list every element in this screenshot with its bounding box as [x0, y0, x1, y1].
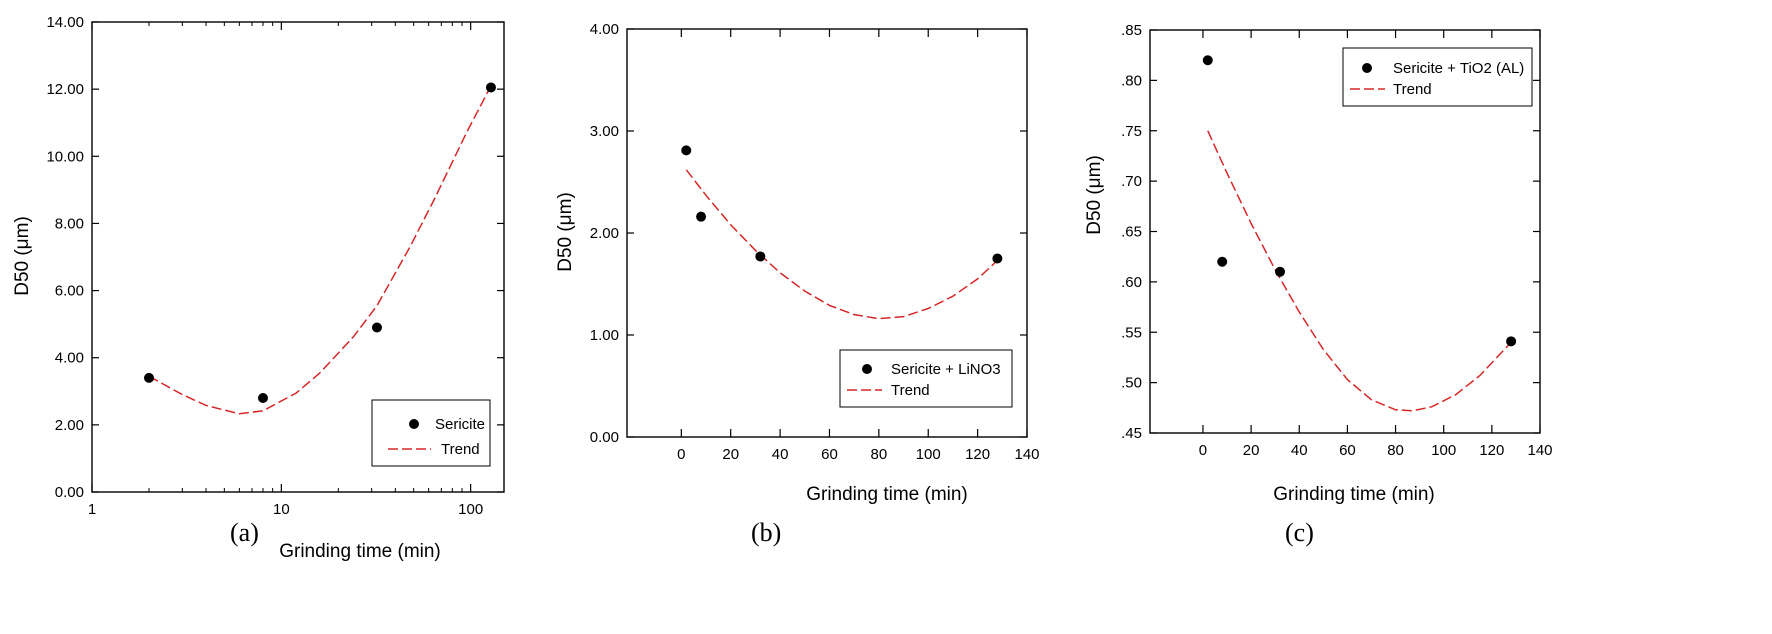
legend-label-text: Sericite + LiNO3	[891, 361, 1001, 378]
panel-label-a: (a)	[230, 518, 259, 547]
legend: Sericite Trend	[371, 399, 491, 467]
y-tick-label: 10.00	[46, 148, 84, 165]
x-tick-label: 100	[1431, 442, 1456, 459]
y-tick-label: .80	[1121, 72, 1142, 89]
data-point	[696, 211, 707, 222]
legend-label-text: Sericite + TiO2 (AL)	[1393, 60, 1524, 77]
x-tick-label: 60	[1339, 442, 1356, 459]
data-point	[1202, 55, 1213, 66]
x-tick-label: 100	[458, 501, 483, 518]
legend-label-sericite-linO3: Sericite + LiNO3	[891, 361, 1001, 378]
y-tick-label: 8.00	[55, 215, 84, 232]
y-tick-label: 2.00	[55, 417, 84, 434]
trend-line	[148, 85, 492, 415]
x-axis-label: Grinding time (min)	[279, 541, 441, 562]
data-point	[1275, 266, 1285, 277]
y-tick-label: 4.00	[55, 350, 84, 367]
x-tick-label: 20	[722, 446, 739, 463]
y-tick-label: 12.00	[46, 81, 84, 98]
x-ticks: 0 20 40 60 80 100 120 140	[677, 29, 1040, 463]
panel-label-b: (b)	[751, 518, 782, 547]
y-tick-label: .70	[1121, 173, 1142, 190]
y-tick-label: 2.00	[590, 225, 619, 242]
data-point	[1506, 336, 1517, 347]
x-ticks: 1 10 100	[88, 22, 483, 518]
x-tick-label: 80	[1387, 442, 1404, 459]
y-tick-label: 0.00	[590, 429, 619, 446]
y-ticks: .45 .50 .55 .60 .65 .70 .75 .80 .85	[1121, 22, 1540, 442]
y-axis-label: D50 (μm)	[12, 216, 33, 296]
y-tick-label: .60	[1121, 274, 1142, 291]
y-tick-label: .85	[1121, 22, 1142, 39]
y-tick-label: 0.00	[55, 484, 84, 501]
chart-c: .45 .50 .55 .60 .65 .70 .75 .80 .85 0 20 40 60 80 100…	[1084, 22, 1553, 505]
data-point	[681, 145, 692, 156]
y-axis-label: D50 (μm)	[555, 192, 576, 272]
y-tick-label: .75	[1121, 123, 1142, 140]
legend-marker-sericite	[409, 419, 419, 429]
x-tick-label: 0	[1199, 442, 1207, 459]
data-point	[143, 372, 154, 383]
legend-label-trend: Trend	[891, 382, 930, 399]
data-points	[143, 82, 496, 403]
y-ticks: 0.00 1.00 2.00 3.00 4.00	[590, 21, 1027, 446]
legend-box	[1342, 47, 1533, 107]
x-axis-label: Grinding time (min)	[806, 484, 968, 505]
y-axis-label: D50 (μm)	[1084, 155, 1105, 235]
y-tick-label: .50	[1121, 375, 1142, 392]
trend-line	[685, 169, 998, 320]
data-point	[992, 253, 1003, 264]
x-tick-label: 0	[677, 446, 685, 463]
x-tick-label: 10	[273, 501, 290, 518]
legend-label-sericite: Sericite	[435, 416, 485, 433]
plot-frame	[91, 21, 505, 493]
y-tick-label: 3.00	[590, 123, 619, 140]
x-tick-label: 100	[916, 446, 941, 463]
legend: Sericite + LiNO3 Trend	[839, 349, 1013, 408]
x-tick-label: 80	[871, 446, 888, 463]
x-tick-label: 20	[1243, 442, 1260, 459]
y-tick-label: .45	[1121, 425, 1142, 442]
data-points	[1202, 55, 1517, 347]
legend-marker-sericite-tio2	[1362, 63, 1372, 73]
trend-line	[1207, 130, 1512, 412]
y-tick-label: 1.00	[590, 327, 619, 344]
data-point	[485, 82, 496, 93]
x-tick-label: 140	[1527, 442, 1552, 459]
legend-box	[839, 349, 1013, 408]
data-point	[257, 393, 268, 403]
legend-label-trend: Trend	[441, 441, 480, 458]
legend-label-sericite-tio2: Sericite + TiO2 (AL)	[1393, 60, 1524, 77]
data-point	[755, 251, 766, 262]
legend-marker-sericite-linO3	[862, 364, 872, 374]
legend-label-trend: Trend	[1393, 81, 1432, 98]
x-tick-label: 1	[88, 501, 96, 518]
legend-box	[371, 399, 491, 467]
y-tick-label: 4.00	[590, 21, 619, 38]
y-ticks: 0.00 2.00 4.00 6.00 8.00 10.00 12.00 14.00	[46, 14, 504, 501]
y-tick-label: .65	[1121, 224, 1142, 241]
data-point	[371, 322, 382, 333]
chart-b: 0.001.002.003.004.00 0 20 40 60 80 100 120 140 …	[555, 21, 1040, 505]
data-point	[1217, 256, 1228, 267]
x-tick-label: 120	[965, 446, 990, 463]
x-axis-label: Grinding time (min)	[1273, 484, 1435, 505]
x-tick-label: 120	[1479, 442, 1504, 459]
x-tick-label: 40	[772, 446, 789, 463]
x-tick-label: 60	[821, 446, 838, 463]
x-tick-label: 140	[1014, 446, 1039, 463]
x-ticks: 0 20 40 60 80 100 120 140	[1199, 30, 1553, 459]
panel-label-c: (c)	[1285, 518, 1314, 547]
legend: Sericite + TiO2 (AL) Trend	[1342, 47, 1533, 107]
y-tick-label: 14.00	[46, 14, 84, 31]
x-tick-label: 40	[1291, 442, 1308, 459]
data-points	[681, 145, 1003, 264]
y-tick-label: .55	[1121, 324, 1142, 341]
y-tick-label: 6.00	[55, 283, 84, 300]
